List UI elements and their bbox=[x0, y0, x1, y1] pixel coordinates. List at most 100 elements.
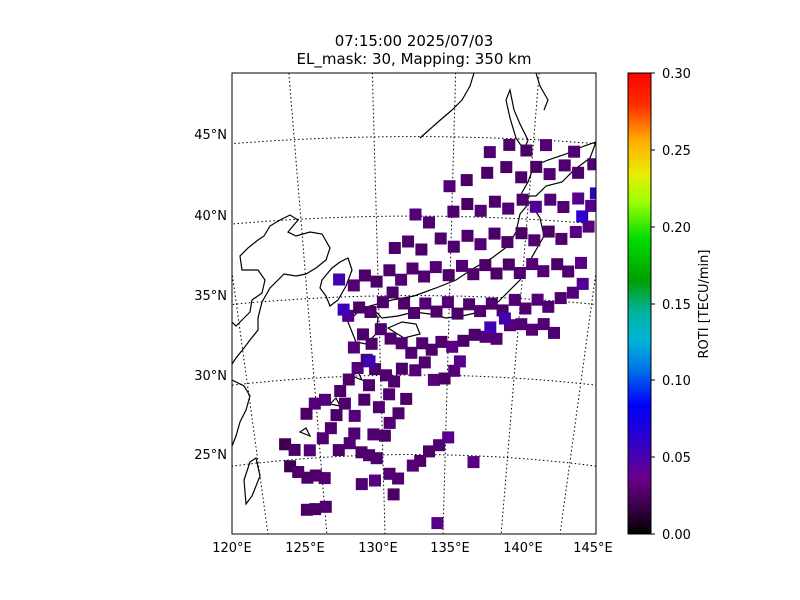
roti-data-point bbox=[367, 428, 380, 441]
roti-data-point bbox=[557, 201, 570, 213]
roti-data-point bbox=[479, 259, 492, 272]
roti-data-point bbox=[483, 146, 496, 159]
roti-data-point bbox=[599, 151, 611, 163]
roti-data-point bbox=[608, 133, 620, 145]
roti-data-point bbox=[408, 307, 420, 319]
roti-data-point bbox=[587, 158, 596, 171]
roti-data-point bbox=[388, 242, 401, 254]
roti-data-point bbox=[355, 478, 368, 491]
roti-data-point bbox=[572, 192, 585, 205]
roti-data-point bbox=[474, 204, 487, 217]
parallel-line bbox=[232, 454, 596, 467]
roti-data-point bbox=[531, 293, 544, 306]
roti-data-point bbox=[319, 393, 331, 406]
roti-data-point bbox=[423, 216, 435, 229]
roti-data-point bbox=[447, 205, 460, 218]
roti-data-point bbox=[383, 416, 396, 429]
lat-tick-label: 25°N bbox=[194, 448, 227, 463]
colorbar-tick-label: 0.05 bbox=[662, 451, 691, 466]
roti-data-point bbox=[543, 168, 556, 181]
roti-data-point bbox=[453, 355, 466, 368]
roti-data-point bbox=[526, 323, 538, 336]
roti-data-point bbox=[357, 328, 369, 341]
roti-data-point bbox=[537, 265, 550, 278]
roti-data-point bbox=[363, 355, 376, 368]
roti-data-point bbox=[569, 226, 582, 238]
roti-data-point bbox=[348, 427, 361, 440]
roti-data-point bbox=[555, 232, 568, 245]
roti-data-point bbox=[395, 362, 408, 375]
lat-tick-label: 40°N bbox=[194, 209, 227, 224]
roti-data-point bbox=[441, 296, 454, 309]
roti-data-point bbox=[548, 326, 560, 339]
roti-data-point bbox=[463, 298, 476, 311]
roti-data-point bbox=[398, 297, 411, 310]
roti-data-point bbox=[303, 444, 316, 457]
roti-data-point bbox=[585, 199, 596, 212]
roti-data-point bbox=[461, 229, 474, 242]
roti-data-point bbox=[519, 302, 532, 315]
roti-data-point bbox=[451, 307, 464, 320]
colorbar-tick-label: 0.15 bbox=[662, 298, 691, 313]
roti-data-point bbox=[431, 517, 444, 530]
coastline-korea bbox=[319, 257, 353, 307]
coastline-china-south bbox=[232, 379, 251, 447]
roti-data-point bbox=[502, 202, 515, 215]
lon-tick-label: 130°E bbox=[358, 541, 398, 556]
roti-data-point bbox=[419, 297, 432, 310]
roti-data-layer bbox=[279, 133, 620, 530]
roti-data-point bbox=[333, 273, 346, 286]
colorbar-tick-label: 0.00 bbox=[662, 528, 691, 543]
roti-data-point bbox=[448, 364, 461, 377]
colorbar-tick-label: 0.30 bbox=[662, 67, 691, 82]
roti-data-point bbox=[363, 379, 375, 392]
roti-data-point bbox=[575, 256, 587, 269]
roti-data-point bbox=[383, 388, 396, 401]
roti-data-point bbox=[438, 372, 451, 385]
roti-data-point bbox=[501, 236, 514, 249]
lon-tick-label: 140°E bbox=[503, 541, 543, 556]
roti-data-point bbox=[589, 187, 596, 200]
roti-data-point bbox=[425, 343, 438, 356]
roti-data-point bbox=[414, 454, 427, 467]
roti-data-point bbox=[392, 407, 405, 420]
colorbar-ticks: 0.00 0.05 0.10 0.15 0.20 0.25 0.30 bbox=[662, 67, 691, 543]
roti-data-point bbox=[427, 373, 440, 386]
roti-data-point bbox=[409, 208, 422, 221]
colorbar-axis-label: ROTI [TECU/min] bbox=[697, 250, 712, 359]
roti-data-point bbox=[490, 332, 503, 345]
roti-data-point bbox=[348, 409, 361, 422]
roti-data-point bbox=[347, 279, 360, 292]
roti-data-point bbox=[537, 318, 550, 331]
roti-data-point bbox=[418, 270, 431, 283]
roti-data-point bbox=[358, 393, 371, 406]
meridian-line bbox=[288, 73, 328, 534]
roti-data-point bbox=[484, 321, 497, 334]
meridian-line bbox=[559, 268, 596, 534]
roti-data-point bbox=[544, 193, 557, 206]
lon-tick-label: 125°E bbox=[285, 541, 325, 556]
roti-data-point bbox=[490, 267, 503, 280]
roti-data-point bbox=[474, 238, 487, 251]
roti-data-point bbox=[498, 312, 511, 325]
coastline-russia-east bbox=[535, 73, 549, 111]
roti-data-point bbox=[395, 337, 408, 350]
roti-data-point bbox=[515, 171, 528, 184]
roti-data-point bbox=[582, 220, 595, 233]
lat-tick-label: 35°N bbox=[194, 289, 227, 304]
roti-data-point bbox=[406, 262, 419, 275]
lat-tick-label: 45°N bbox=[194, 128, 227, 143]
roti-data-point bbox=[415, 243, 428, 256]
roti-data-point bbox=[442, 431, 455, 444]
roti-data-point bbox=[568, 145, 581, 158]
roti-data-point bbox=[409, 364, 422, 377]
roti-data-point bbox=[288, 443, 301, 456]
roti-data-point bbox=[318, 472, 331, 485]
roti-data-point bbox=[485, 297, 498, 310]
roti-data-point bbox=[370, 452, 383, 465]
lon-tick-label: 120°E bbox=[212, 541, 252, 556]
roti-data-point bbox=[542, 300, 555, 313]
map-frame bbox=[231, 72, 597, 535]
roti-data-point bbox=[572, 166, 585, 179]
